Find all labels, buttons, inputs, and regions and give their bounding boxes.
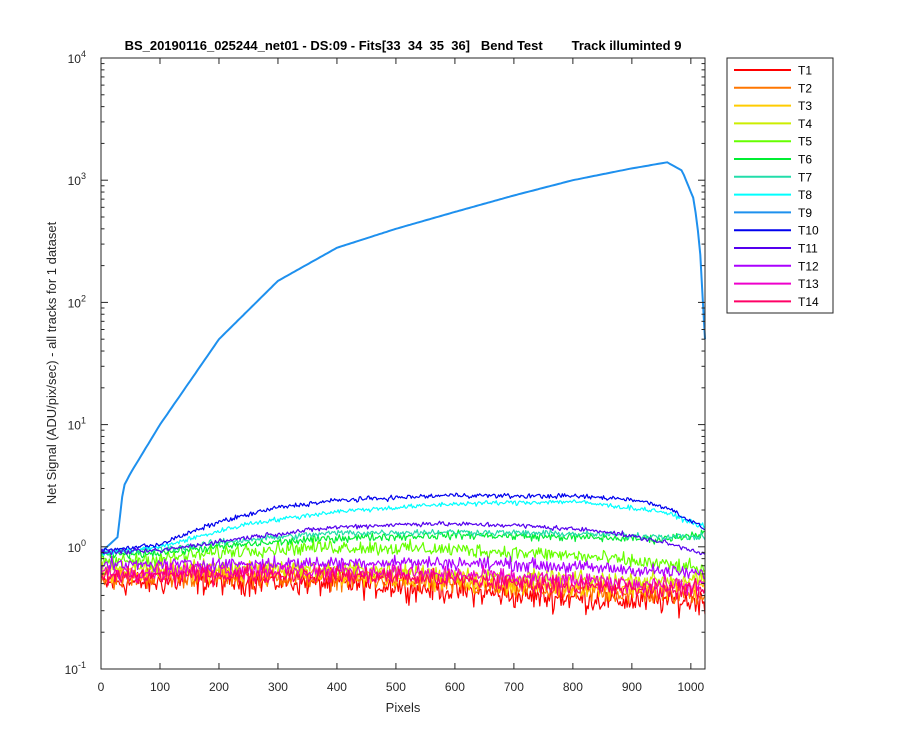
series-line-t6: [100, 529, 706, 560]
series-line-t14: [100, 563, 706, 600]
legend-label: T11: [798, 242, 818, 256]
series-line-t8: [100, 499, 706, 557]
legend-label: T12: [798, 259, 819, 273]
x-tick-label: 100: [150, 680, 170, 694]
series-line-t5: [100, 537, 706, 575]
legend-item-t13: T13: [734, 277, 819, 291]
x-tick-label: 900: [622, 680, 642, 694]
x-tick-label: 400: [327, 680, 347, 694]
legend-label: T1: [798, 64, 812, 78]
x-tick-label: 300: [268, 680, 288, 694]
y-tick-label: 103: [68, 171, 86, 188]
series-line-t11: [100, 520, 706, 556]
legend-item-t4: T4: [734, 117, 812, 131]
legend-item-t6: T6: [734, 153, 812, 167]
x-tick-label: 1000: [677, 680, 704, 694]
x-axis: 0 100 200 300 400 500 600 700 800 900 1000: [98, 58, 705, 694]
legend-item-t9: T9: [734, 206, 812, 220]
legend-label: T7: [798, 170, 812, 184]
y-tick-label: 104: [68, 49, 86, 66]
legend-item-t11: T11: [734, 242, 818, 256]
x-tick-label: 0: [98, 680, 105, 694]
legend-label: T5: [798, 135, 812, 149]
y-tick-label: 102: [68, 293, 86, 310]
legend-item-t10: T10: [734, 224, 819, 238]
legend-item-t2: T2: [734, 81, 812, 95]
legend-label: T2: [798, 81, 812, 95]
legend-label: T9: [798, 206, 812, 220]
x-tick-label: 600: [445, 680, 465, 694]
y-tick-label: 101: [68, 416, 86, 433]
legend-item-t12: T12: [734, 259, 819, 273]
legend-item-t3: T3: [734, 99, 812, 113]
legend-item-t14: T14: [734, 295, 819, 309]
chart-title: BS_20190116_025244_net01 - DS:09 - Fits[…: [125, 38, 682, 53]
y-axis: 10-1 100 101 102 103 104: [65, 49, 705, 677]
legend-item-t1: T1: [734, 64, 812, 78]
legend-label: T13: [798, 277, 819, 291]
y-tick-label: 100: [68, 538, 86, 555]
legend: T1 T2 T3 T4 T5 T6 T7 T8 T9 T10 T11 T12 T13 T14: [726, 57, 834, 314]
legend-label: T3: [798, 99, 812, 113]
legend-label: T10: [798, 224, 819, 238]
legend-item-t5: T5: [734, 135, 812, 149]
series-line-t10: [100, 492, 706, 555]
plot-frame: [100, 57, 706, 670]
x-axis-label: Pixels: [386, 700, 421, 715]
y-axis-label: Net Signal (ADU/pix/sec) - all tracks fo…: [44, 221, 59, 504]
legend-label: T6: [798, 153, 812, 167]
legend-item-t8: T8: [734, 188, 812, 202]
x-tick-label: 800: [563, 680, 583, 694]
y-tick-label: 10-1: [65, 660, 86, 677]
legend-label: T8: [798, 188, 812, 202]
series-line-t9: [100, 161, 706, 554]
x-tick-label: 200: [209, 680, 229, 694]
legend-label: T4: [798, 117, 812, 131]
series-line-t13: [100, 561, 706, 596]
x-tick-label: 500: [386, 680, 406, 694]
legend-item-t7: T7: [734, 170, 812, 184]
legend-box: [726, 57, 834, 314]
x-tick-label: 700: [504, 680, 524, 694]
series-layer: [100, 161, 706, 619]
legend-label: T14: [798, 295, 819, 309]
